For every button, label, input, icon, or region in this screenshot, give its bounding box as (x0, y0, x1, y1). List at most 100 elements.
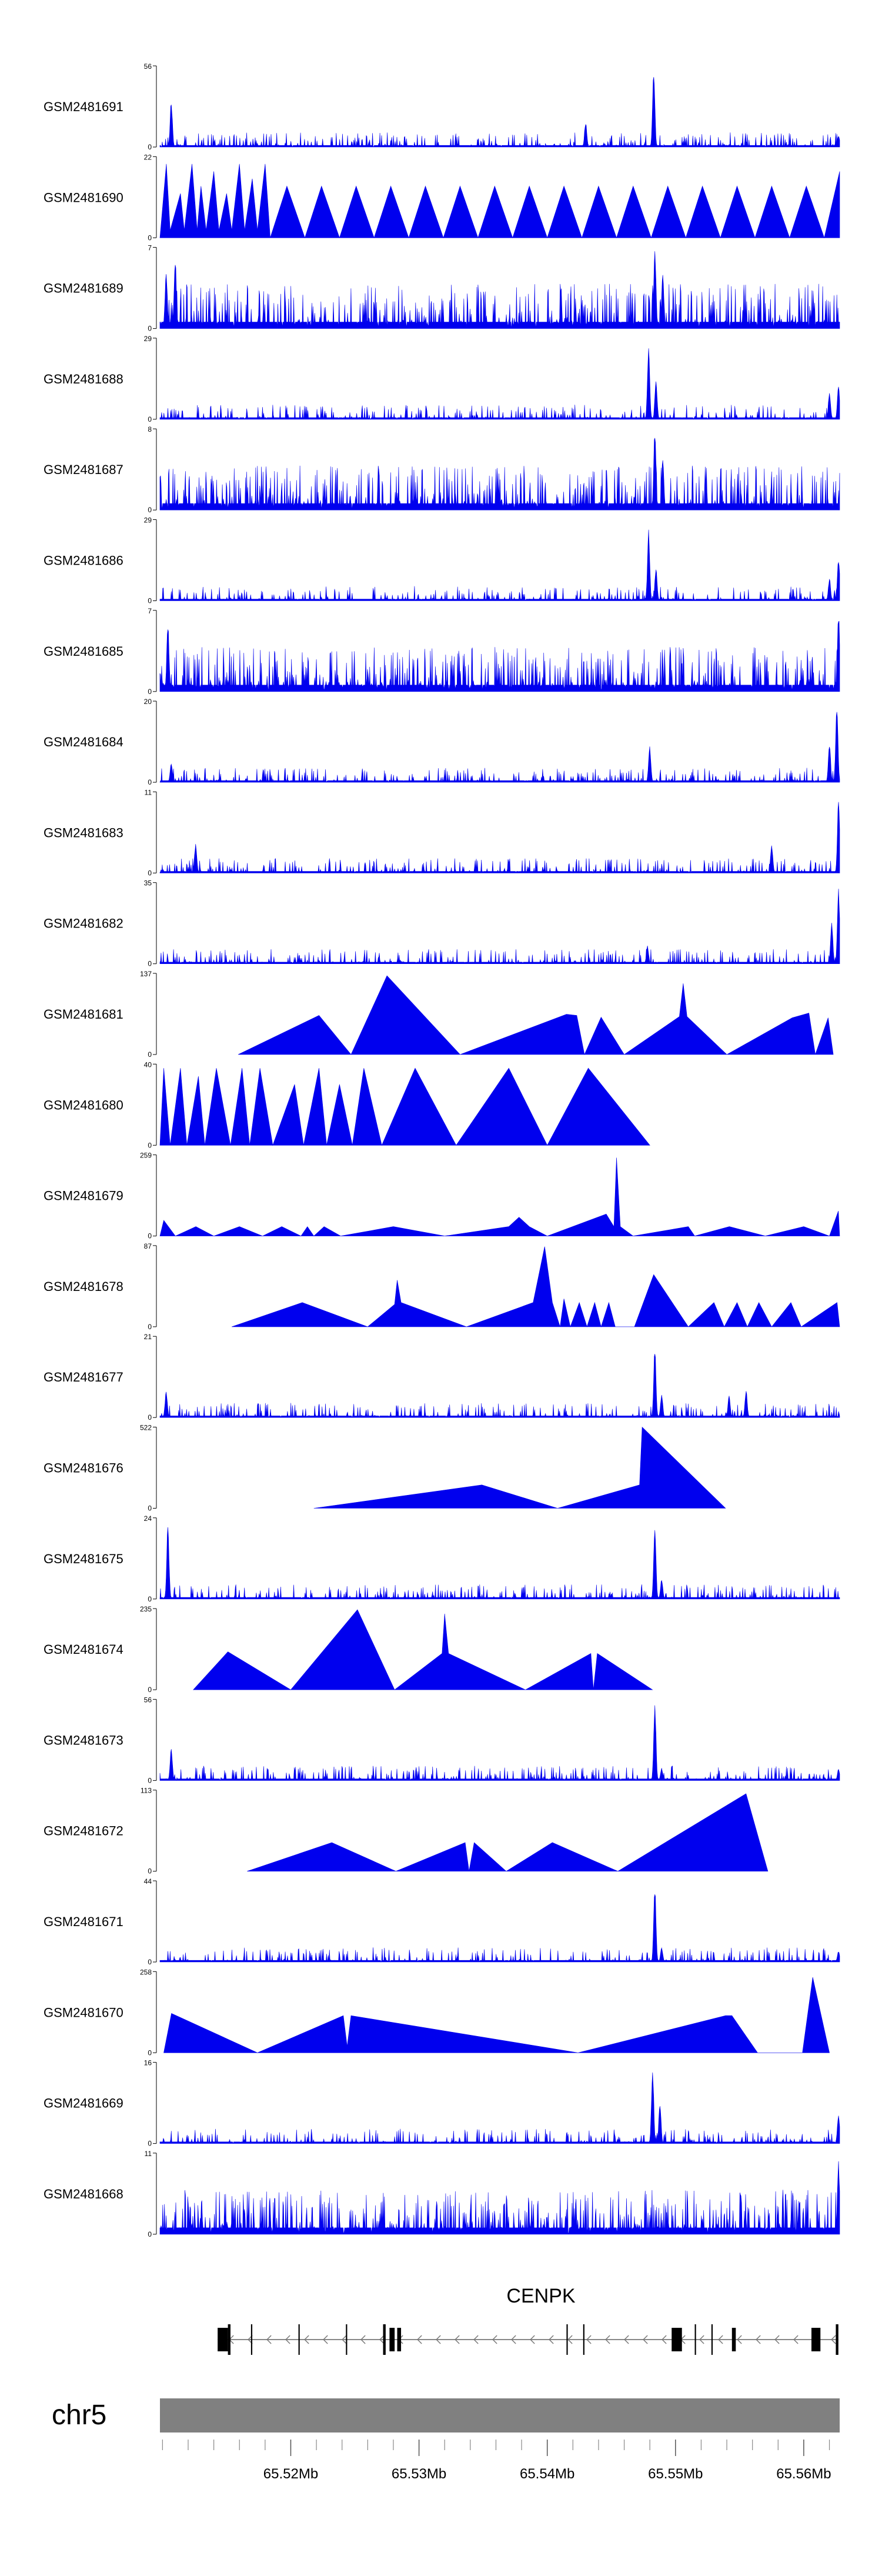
gene-exon (566, 2324, 568, 2355)
coverage-area (313, 1426, 726, 1509)
coverage-area (159, 1705, 840, 1781)
y-tick-label-min: 0 (148, 1958, 152, 1966)
y-tick-label-min: 0 (148, 2140, 152, 2148)
y-tick-label-max: 8 (148, 425, 152, 433)
y-tick-label-max: 44 (144, 1877, 152, 1886)
y-tick-label-max: 113 (141, 1787, 152, 1795)
track-label: GSM2481680 (44, 1097, 123, 1112)
y-tick-label-min: 0 (148, 960, 152, 968)
strand-arrow (473, 2335, 479, 2344)
strand-arrow (379, 2335, 385, 2344)
gene-exon (671, 2328, 682, 2351)
strand-arrow (549, 2335, 554, 2344)
x-tick-label: 65.52Mb (263, 2466, 318, 2482)
track-label: GSM2481679 (44, 1189, 123, 1203)
y-tick-label-min: 0 (148, 1595, 152, 1603)
y-tick-label-max: 11 (145, 2150, 152, 2158)
y-tick-label-min: 0 (148, 1686, 152, 1694)
strand-arrow (586, 2335, 592, 2344)
y-tick-label-max: 56 (144, 62, 152, 71)
track-label: GSM2481678 (44, 1279, 123, 1294)
y-tick-label-min: 0 (148, 2048, 152, 2057)
strand-arrow (624, 2335, 629, 2344)
track-label: GSM2481668 (44, 2187, 123, 2201)
y-tick-label-max: 35 (144, 879, 152, 887)
coverage-area (159, 1067, 650, 1146)
gene-exon (346, 2324, 348, 2355)
gene-exon (298, 2324, 300, 2355)
y-tick-label-min: 0 (148, 325, 152, 333)
track-label: GSM2481688 (44, 372, 123, 386)
y-tick-label-max: 22 (144, 153, 152, 161)
track-label: GSM2481684 (44, 735, 123, 749)
gene-exon (836, 2324, 838, 2355)
track-label: GSM2481670 (44, 2005, 123, 2020)
strand-arrow (831, 2335, 836, 2344)
y-tick-label-max: 258 (140, 1968, 152, 1976)
coverage-area (159, 1527, 840, 1600)
y-tick-label-max: 259 (140, 1152, 152, 1160)
strand-arrow (699, 2335, 704, 2344)
y-tick-label-min: 0 (148, 233, 152, 242)
track-label: GSM2481675 (44, 1551, 123, 1566)
strand-arrow (662, 2335, 667, 2344)
track-label: GSM2481686 (44, 553, 123, 568)
strand-arrow (511, 2335, 516, 2344)
strand-arrow (756, 2335, 761, 2344)
strand-arrow (436, 2335, 441, 2344)
coverage-area (159, 712, 840, 783)
y-tick-label-min: 0 (148, 1050, 152, 1059)
strand-arrow (323, 2335, 328, 2344)
y-tick-label-max: 40 (144, 1060, 152, 1069)
y-tick-label-min: 0 (148, 778, 152, 786)
gene-exon (383, 2324, 386, 2355)
y-tick-label-min: 0 (148, 597, 152, 605)
coverage-area (159, 76, 840, 148)
coverage-area (159, 438, 840, 510)
y-tick-label-min: 0 (148, 1504, 152, 1513)
gene-exon (583, 2324, 584, 2355)
track-label: GSM2481691 (44, 99, 123, 114)
strand-arrow (360, 2335, 366, 2344)
gene-exon (397, 2328, 402, 2351)
y-tick-label-max: 235 (140, 1605, 152, 1613)
x-tick-label: 65.55Mb (648, 2466, 703, 2482)
coverage-area (159, 163, 840, 239)
y-tick-label-min: 0 (148, 869, 152, 877)
y-tick-label-max: 29 (144, 516, 152, 525)
y-tick-label-max: 29 (144, 335, 152, 343)
gene-exon (389, 2328, 395, 2351)
gene-label: CENPK (506, 2285, 575, 2307)
x-tick-label: 65.56Mb (776, 2466, 831, 2482)
y-tick-label-max: 24 (144, 1514, 152, 1523)
x-tick-label: 65.53Mb (392, 2466, 446, 2482)
strand-arrow (737, 2335, 742, 2344)
y-tick-label-min: 0 (148, 2230, 152, 2238)
strand-arrow (492, 2335, 497, 2344)
y-tick-label-min: 0 (148, 1413, 152, 1422)
gene-exon (218, 2328, 228, 2351)
track-label: GSM2481673 (44, 1733, 123, 1747)
coverage-area (159, 1157, 840, 1237)
strand-arrow (304, 2335, 309, 2344)
chromosome-label: chr5 (52, 2400, 106, 2431)
track-label: GSM2481676 (44, 1461, 123, 1476)
gene-exon (228, 2324, 230, 2355)
y-tick-label-min: 0 (148, 1323, 152, 1331)
y-tick-label-max: 137 (140, 970, 152, 978)
y-tick-label-max: 87 (144, 1242, 152, 1250)
track-label: GSM2481689 (44, 281, 123, 296)
y-tick-label-min: 0 (148, 1776, 152, 1784)
y-tick-label-max: 11 (145, 788, 152, 796)
coverage-area (159, 802, 840, 874)
strand-arrow (342, 2335, 347, 2344)
strand-arrow (793, 2335, 799, 2344)
y-tick-label-max: 56 (144, 1696, 152, 1704)
coverage-area (159, 1894, 840, 1963)
track-label: GSM2481690 (44, 190, 123, 205)
strand-arrow (530, 2335, 535, 2344)
strand-arrow (774, 2335, 780, 2344)
coverage-area (163, 1977, 830, 2053)
track-label: GSM2481671 (44, 1914, 123, 1929)
